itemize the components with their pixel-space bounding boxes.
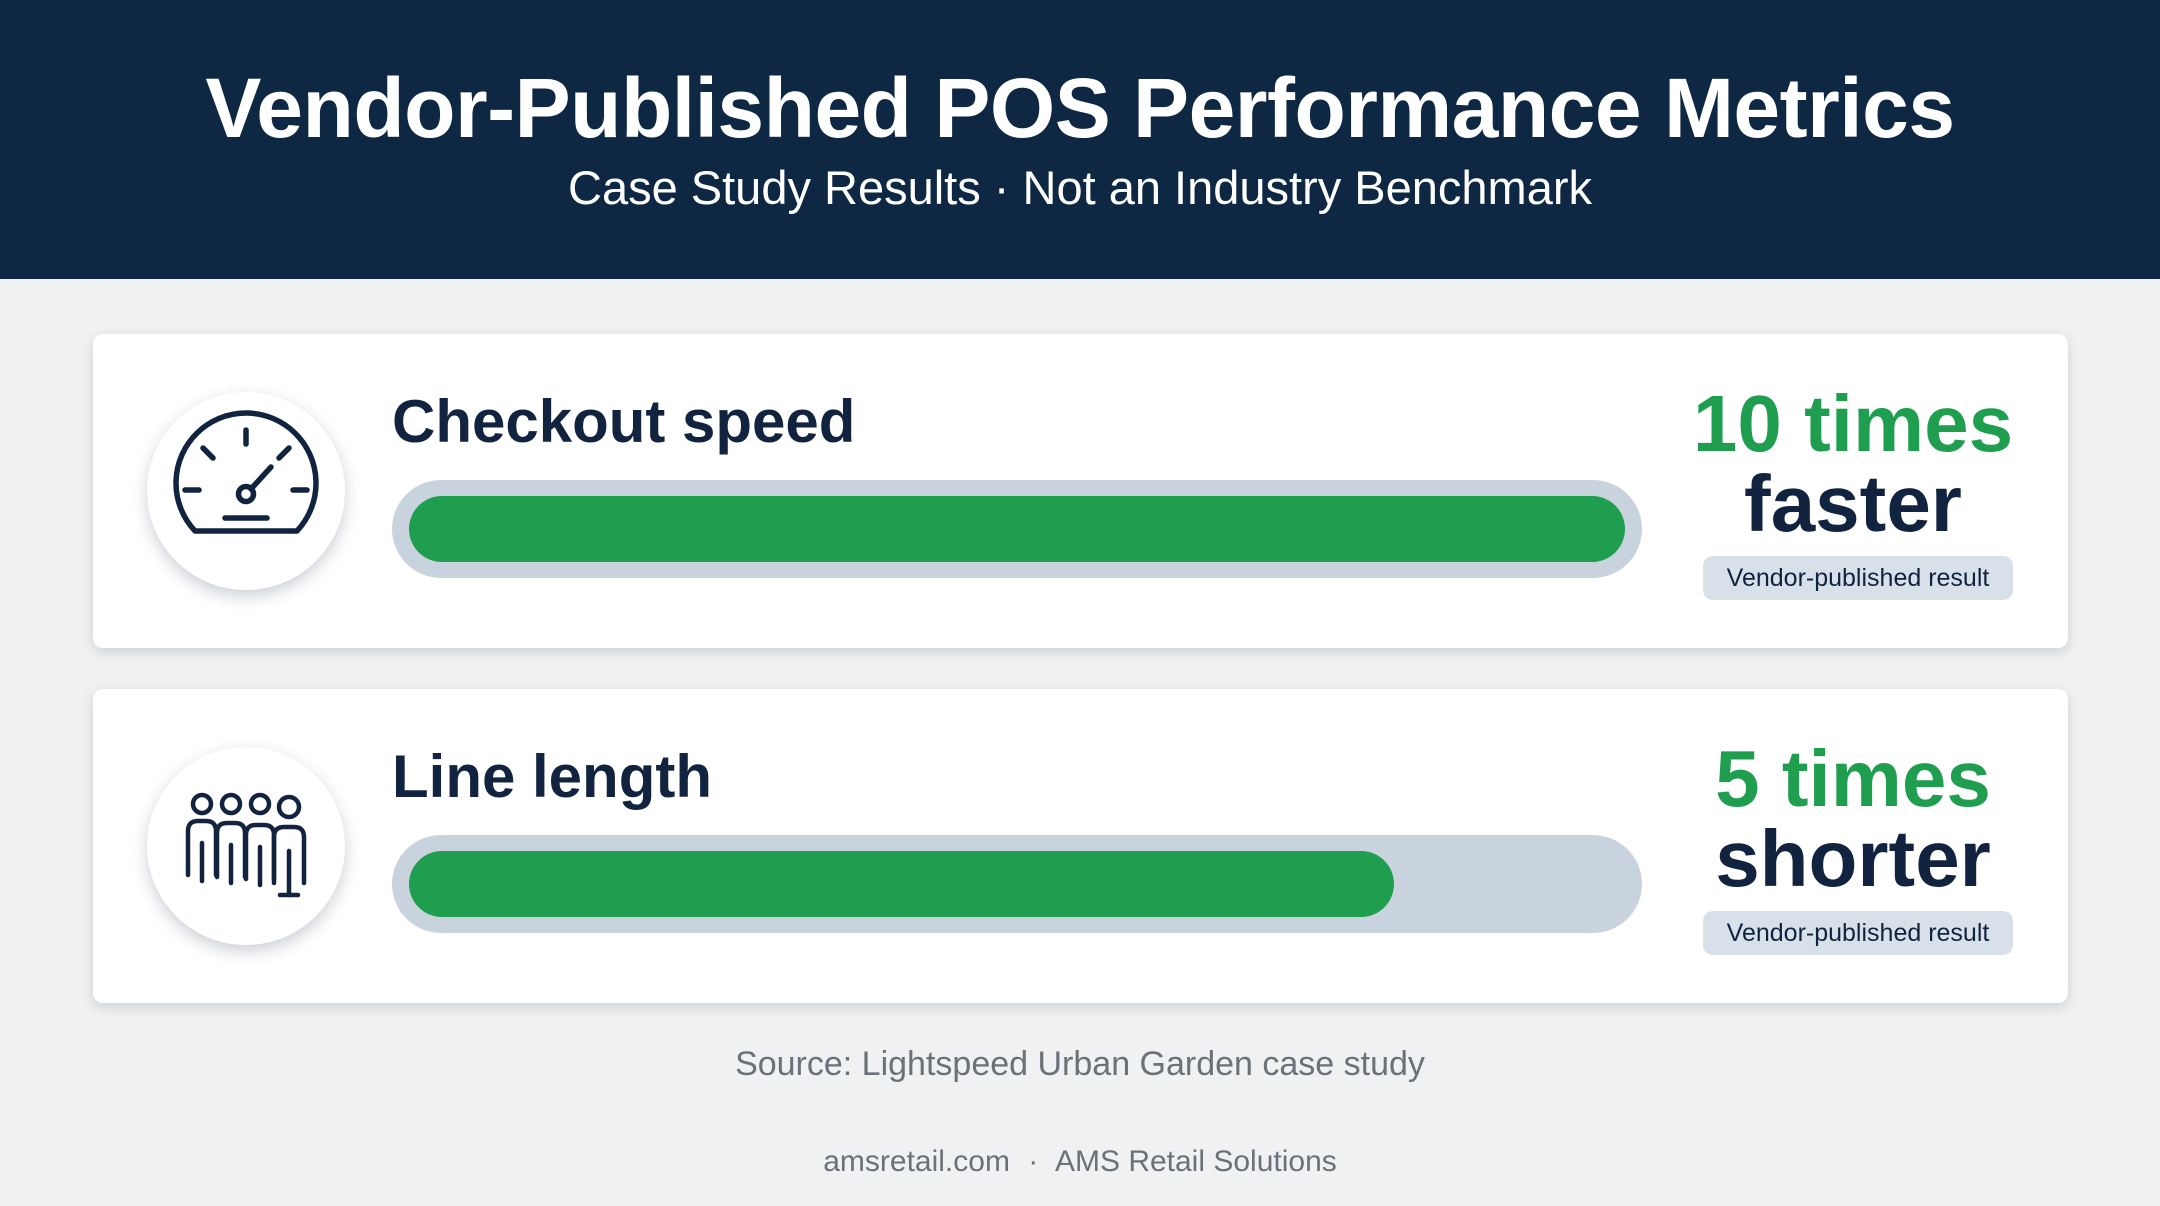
value-number: 10 times [1692, 379, 2014, 468]
bar-line-length [409, 851, 1394, 917]
metric-label: Checkout speed [392, 388, 856, 455]
metric-card-line-length: Line length 5 times shorter Vendor-publi… [93, 689, 2068, 1003]
source-note: Source: Lightspeed Urban Garden case stu… [735, 1045, 1425, 1083]
bar-checkout-speed [409, 496, 1625, 562]
speedometer-icon [173, 410, 319, 534]
metric-card-checkout-speed: Checkout speed 10 times faster Vendor-pu… [93, 334, 2068, 648]
people-group-icon [185, 792, 307, 898]
bar-track [392, 480, 1642, 578]
page-title: Vendor-Published POS Performance Metrics [205, 61, 1955, 155]
icon-badge [147, 392, 345, 590]
vendor-result-badge: Vendor-published result [1703, 911, 2013, 955]
value-descriptor: faster [1744, 459, 1962, 548]
bar-track [392, 835, 1642, 933]
header-banner: Vendor-Published POS Performance Metrics… [0, 0, 2160, 279]
page-subtitle: Case Study Results · Not an Industry Ben… [568, 161, 1592, 214]
vendor-result-badge: Vendor-published result [1703, 556, 2013, 600]
value-descriptor: shorter [1715, 814, 1991, 903]
footer-site-link[interactable]: amsretail.com [823, 1145, 1010, 1178]
footer-company: AMS Retail Solutions [1054, 1145, 1337, 1178]
footer: amsretail.com · AMS Retail Solutions [0, 1140, 2160, 1184]
metric-label: Line length [392, 743, 712, 810]
value-number: 5 times [1715, 734, 1991, 823]
icon-badge [147, 747, 345, 945]
footer-separator: · [1028, 1145, 1039, 1178]
